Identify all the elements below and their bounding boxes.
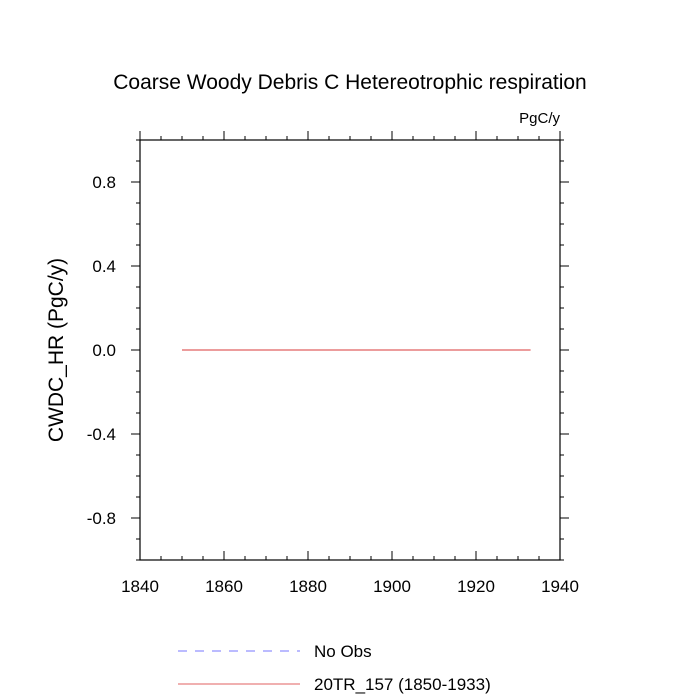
y-tick-label: -0.4 [87, 425, 116, 444]
legend-label: No Obs [314, 642, 372, 661]
y-tick-label: 0.0 [92, 341, 116, 360]
chart-title: Coarse Woody Debris C Hetereotrophic res… [113, 71, 586, 94]
plot-frame [139, 139, 561, 561]
x-tick-label: 1920 [457, 577, 495, 596]
x-tick-label: 1940 [541, 577, 579, 596]
legend-label: 20TR_157 (1850-1933) [314, 675, 491, 694]
x-tick-label: 1880 [289, 577, 327, 596]
legend: No Obs 20TR_157 (1850-1933) [178, 642, 491, 694]
x-tick-label: 1860 [205, 577, 243, 596]
x-tick-label: 1900 [373, 577, 411, 596]
units-label: PgC/y [519, 110, 560, 127]
y-tick-label: 0.4 [92, 257, 116, 276]
x-tick-label: 1840 [121, 577, 159, 596]
y-axis-label: CWDC_HR (PgC/y) [45, 258, 68, 442]
y-tick-label: 0.8 [92, 173, 116, 192]
y-tick-label: -0.8 [87, 509, 116, 528]
axes-layer: 1840 1860 1880 1900 1920 1940 -0.8 -0.4 0.0 0.4 0.… [87, 131, 579, 596]
